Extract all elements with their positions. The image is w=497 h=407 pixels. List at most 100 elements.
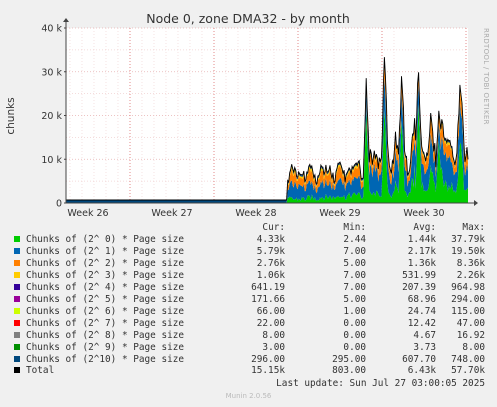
legend-max: 294.00: [451, 293, 485, 305]
legend-cur: 4.33k: [256, 234, 285, 245]
legend-max: 115.00: [451, 305, 485, 317]
legend-max: 8.36k: [456, 257, 485, 269]
legend-cur: 22.00: [256, 317, 285, 329]
legend-max: 19.50k: [451, 245, 485, 257]
y-tick-label: 0: [56, 199, 62, 210]
legend-avg: 207.39: [402, 281, 436, 293]
legend-row: Chunks of (2^ 5) * Page size 171.66 5.00 68…: [0, 294, 497, 306]
legend-avg: 3.73: [413, 341, 436, 353]
y-tick-label: 30 k: [41, 67, 62, 78]
legend-min: 0.00: [343, 341, 366, 353]
legend-label: Chunks of (2^ 4) * Page size: [26, 281, 185, 293]
legend-max: 748.00: [451, 353, 485, 365]
x-tick-label: Week 29: [319, 208, 360, 219]
legend-min: 7.00: [343, 245, 366, 257]
stacked-areas: [66, 57, 469, 204]
legend-row: Chunks of (2^ 4) * Page size 641.19 7.00 20…: [0, 282, 497, 294]
area-order-0: [66, 104, 468, 203]
y-tick-labels: 0 10 k 20 k 30 k 40 k: [41, 24, 62, 210]
legend-max: 57.70k: [451, 365, 485, 377]
legend-avg: 1.44k: [407, 234, 436, 245]
legend-max: 37.79k: [451, 234, 485, 245]
legend-swatch: [14, 295, 20, 302]
legend-cur: 8.00: [262, 329, 285, 341]
axes: [63, 18, 478, 206]
y-axis-label: chunks: [5, 97, 17, 134]
legend-row: Chunks of (2^ 8) * Page size 8.00 0.00 4.67…: [0, 330, 497, 342]
x-axis-arrow: [474, 200, 478, 206]
y-tick-label: 20 k: [41, 111, 62, 122]
legend-row: Chunks of (2^ 3) * Page size 1.06k 7.00 531…: [0, 270, 497, 282]
last-update: Last update: Sun Jul 27 03:00:05 2025: [276, 378, 485, 389]
legend-header-row: Cur: Min: Avg: Max:: [0, 222, 497, 234]
y-tick-label: 40 k: [41, 24, 62, 35]
legend-label: Chunks of (2^ 0) * Page size: [26, 234, 185, 245]
legend-swatch: [14, 259, 20, 266]
legend-row: Chunks of (2^ 1) * Page size 5.79k 7.00 2.1…: [0, 246, 497, 258]
legend-swatch: [14, 271, 20, 278]
legend-cur: 2.76k: [256, 257, 285, 269]
chart-title: Node 0, zone DMA32 - by month: [146, 11, 350, 26]
rrdtool-credit: RRDTOOL / TOBI OETIKER: [482, 28, 490, 125]
legend-cur: 296.00: [251, 353, 285, 365]
legend-label: Chunks of (2^ 7) * Page size: [26, 317, 185, 329]
legend-cur: 3.00: [262, 341, 285, 353]
legend-avg: 4.67: [413, 329, 436, 341]
legend-swatch: [14, 331, 20, 338]
x-tick-label: Week 28: [235, 208, 276, 219]
legend-row: Chunks of (2^10) * Page size 296.00 295.00…: [0, 354, 497, 366]
legend-max: 964.98: [451, 281, 485, 293]
legend-row: Chunks of (2^ 2) * Page size 2.76k 5.00 1.3…: [0, 258, 497, 270]
legend-min: 2.44: [343, 234, 366, 245]
header-min: Min:: [343, 222, 366, 233]
legend-label: Total: [26, 365, 55, 377]
legend-avg: 24.74: [407, 305, 436, 317]
legend-cur: 5.79k: [256, 245, 285, 257]
legend-cur: 15.15k: [251, 365, 285, 377]
legend-avg: 6.43k: [407, 365, 436, 377]
legend-avg: 2.17k: [407, 245, 436, 257]
legend-swatch: [14, 236, 20, 242]
legend-swatch: [14, 283, 20, 290]
legend-label: Chunks of (2^ 6) * Page size: [26, 305, 185, 317]
x-tick-label: Week 26: [67, 208, 108, 219]
legend-avg: 12.42: [407, 317, 436, 329]
legend-label: Chunks of (2^ 2) * Page size: [26, 257, 185, 269]
legend-row: Chunks of (2^ 6) * Page size 66.00 1.00 24.…: [0, 306, 497, 318]
legend-cur: 66.00: [256, 305, 285, 317]
legend-max: 16.92: [456, 329, 485, 341]
legend-swatch: [14, 367, 20, 374]
header-avg: Avg:: [413, 222, 436, 233]
legend-cur: 1.06k: [256, 269, 285, 281]
legend-row: Chunks of (2^ 7) * Page size 22.00 0.00 12.…: [0, 318, 497, 330]
legend-min: 0.00: [343, 329, 366, 341]
legend-label: Chunks of (2^ 5) * Page size: [26, 293, 185, 305]
legend-min: 1.00: [343, 305, 366, 317]
legend-min: 5.00: [343, 257, 366, 269]
legend-avg: 531.99: [402, 269, 436, 281]
legend-min: 5.00: [343, 293, 366, 305]
legend-swatch: [14, 247, 20, 254]
total-line: [66, 57, 469, 201]
header-max: Max:: [462, 222, 485, 233]
legend-min: 295.00: [332, 353, 366, 365]
legend-row: Chunks of (2^ 9) * Page size 3.00 0.00 3.73…: [0, 342, 497, 354]
legend-cur: 641.19: [251, 281, 285, 293]
legend-swatch: [14, 355, 20, 362]
legend-max: 8.00: [462, 341, 485, 353]
x-tick-labels: Week 26 Week 27 Week 28 Week 29 Week 30: [67, 208, 444, 219]
legend-label: Chunks of (2^10) * Page size: [26, 353, 185, 365]
x-tick-label: Week 27: [151, 208, 192, 219]
legend-swatch: [14, 319, 20, 326]
y-axis-arrow: [63, 18, 69, 22]
legend-label: Chunks of (2^ 1) * Page size: [26, 245, 185, 257]
legend-swatch: [14, 307, 20, 314]
legend-avg: 1.36k: [407, 257, 436, 269]
legend-max: 47.00: [456, 317, 485, 329]
legend-min: 803.00: [332, 365, 366, 377]
legend-min: 0.00: [343, 317, 366, 329]
legend-swatch: [14, 343, 20, 350]
legend-min: 7.00: [343, 281, 366, 293]
legend-min: 7.00: [343, 269, 366, 281]
